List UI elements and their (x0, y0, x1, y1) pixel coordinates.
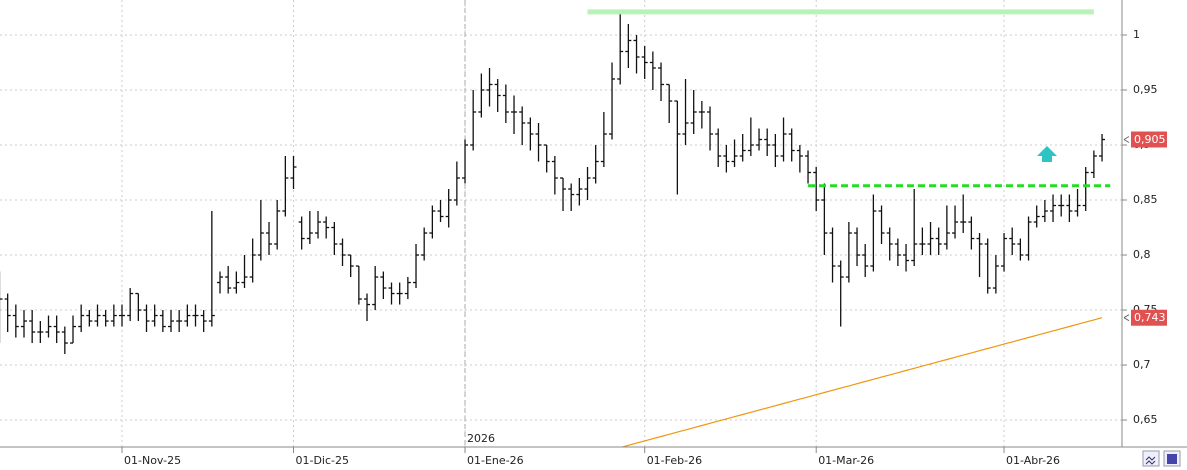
zoom-icon (1145, 456, 1156, 465)
y-tick-label: 1 (1133, 28, 1140, 41)
x-tick-label: 01-Mar-26 (818, 454, 874, 467)
year-label: 2026 (467, 432, 495, 445)
arrow-icon (1037, 146, 1057, 162)
y-tick-label: 0,8 (1133, 248, 1151, 261)
price-label-box (1131, 131, 1167, 148)
axes: 0,650,70,750,80,850,90,95101-Nov-2501-Di… (121, 28, 1167, 467)
save-icon (1167, 454, 1177, 464)
price-label-box (1131, 309, 1167, 326)
x-tick-label: 01-Nov-25 (124, 454, 181, 467)
price-pointer (1123, 314, 1130, 322)
y-tick-label: 0,7 (1133, 358, 1151, 371)
price-label: 0,743 (1134, 311, 1166, 324)
x-tick-label: 01-Abr-26 (1006, 454, 1060, 467)
x-tick-label: 01-Ene-26 (467, 454, 524, 467)
x-tick-label: 01-Feb-26 (647, 454, 702, 467)
plot (0, 9, 1111, 447)
price-label: 0,905 (1134, 133, 1166, 146)
y-tick-label: 0,95 (1133, 83, 1158, 96)
y-tick-label: 0,85 (1133, 193, 1158, 206)
x-tick-label: 01-Dic-25 (296, 454, 350, 467)
y-tick-label: 0,65 (1133, 413, 1158, 426)
price-pointer (1123, 136, 1130, 143)
moving-average (620, 317, 1103, 447)
